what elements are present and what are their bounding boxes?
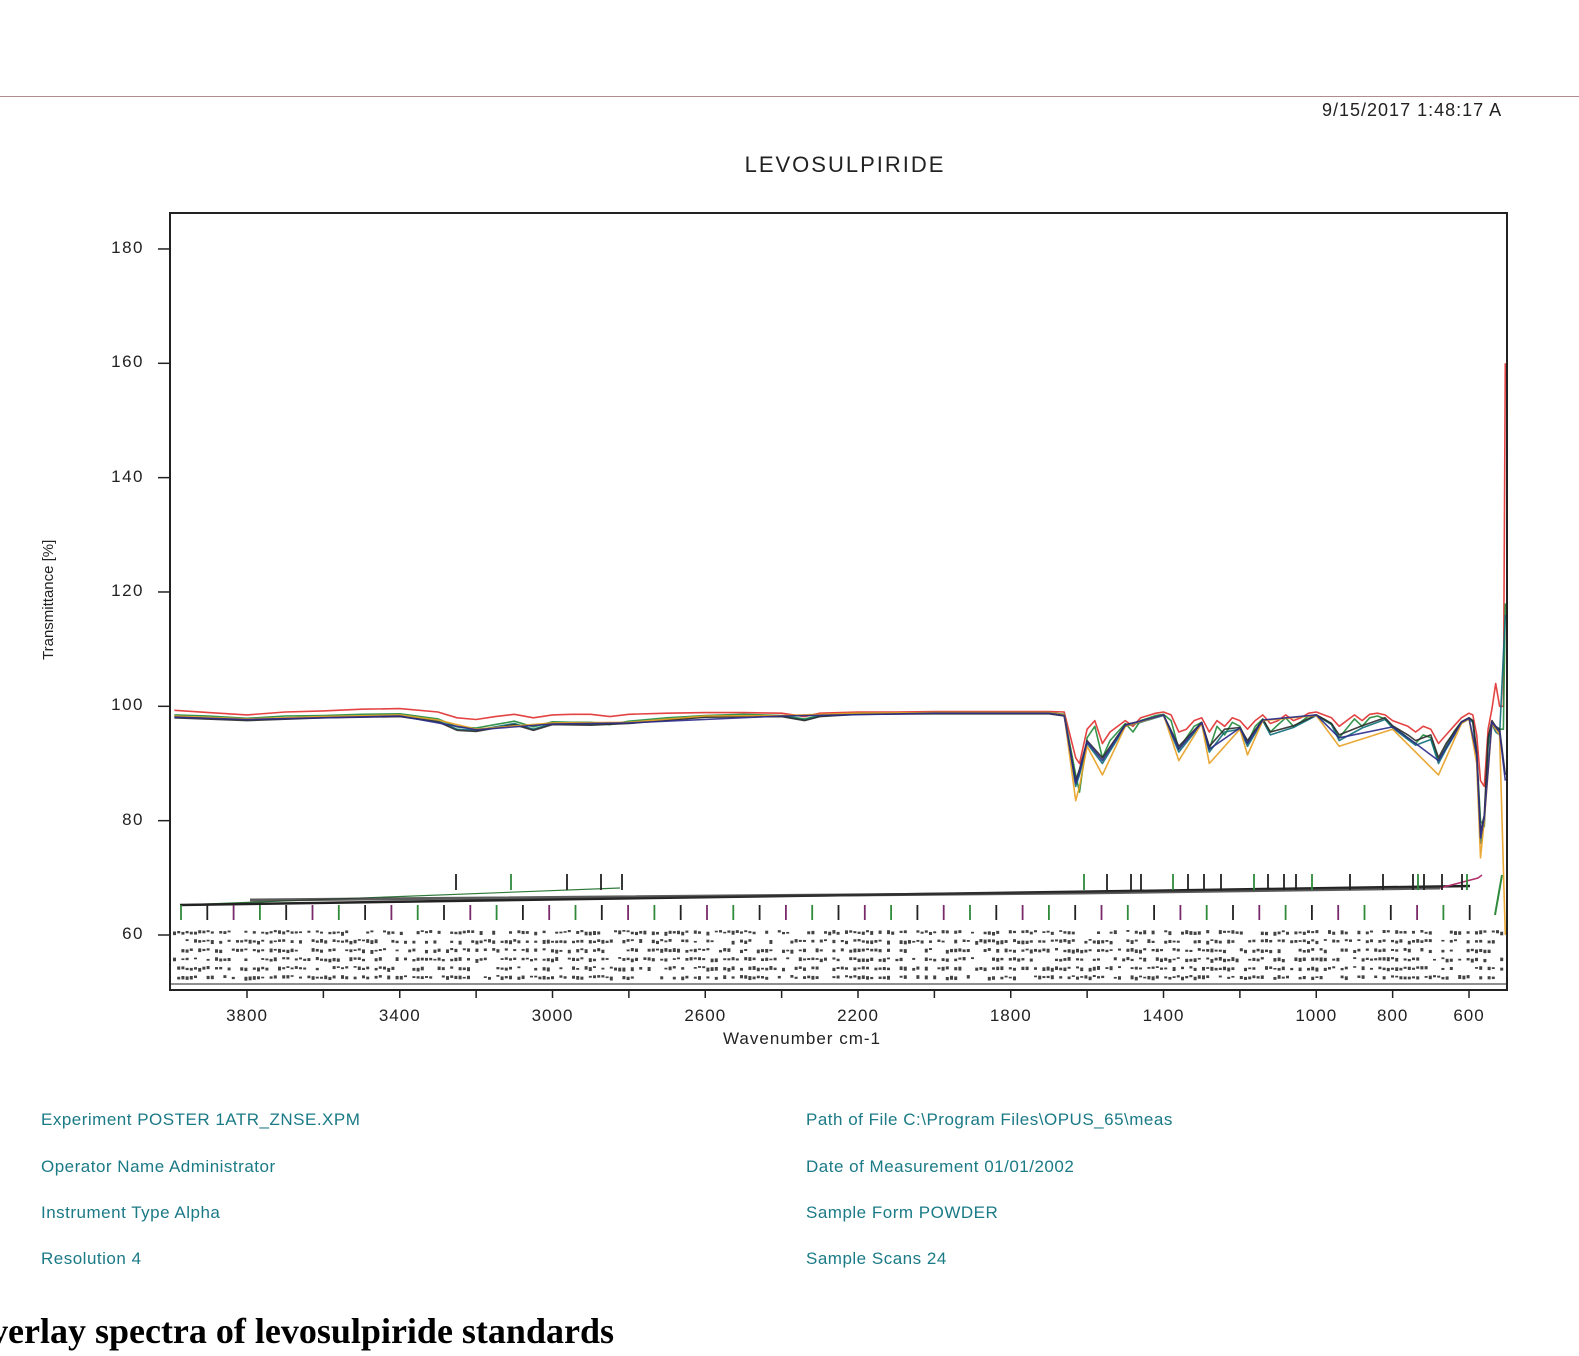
x-axis-ticks (247, 990, 1469, 998)
meta-label: Path of File (806, 1110, 898, 1129)
x-tick-label: 600 (1453, 1006, 1484, 1026)
meta-value: 01/01/2002 (984, 1157, 1074, 1176)
y-axis-ticks (158, 249, 170, 935)
y-tick-label: 160 (92, 352, 144, 372)
figure-caption: verlay spectra of levosulpiride standard… (0, 1310, 614, 1352)
meta-label: Experiment (41, 1110, 132, 1129)
meta-value: C:\Program Files\OPUS_65\meas (903, 1110, 1173, 1129)
plot-frame (170, 213, 1507, 990)
spectrum-series-standard-navy (174, 713, 1505, 838)
y-tick-label: 140 (92, 467, 144, 487)
x-tick-label: 1400 (1143, 1006, 1185, 1026)
spectrum-series-standard-dark (174, 714, 1505, 832)
meta-value: 24 (927, 1249, 947, 1268)
meta-label: Sample Scans (806, 1249, 922, 1268)
x-tick-label: 3400 (379, 1006, 421, 1026)
meta-label: Date of Measurement (806, 1157, 979, 1176)
meta-value: Administrator (169, 1157, 276, 1176)
meta-instrument: Instrument Type Alpha (41, 1203, 220, 1223)
meta-operator: Operator Name Administrator (41, 1157, 276, 1177)
x-tick-label: 2200 (837, 1006, 879, 1026)
x-tick-label: 1000 (1295, 1006, 1337, 1026)
x-tick-label: 3000 (532, 1006, 574, 1026)
meta-label: Operator Name (41, 1157, 165, 1176)
meta-experiment: Experiment POSTER 1ATR_ZNSE.XPM (41, 1110, 360, 1130)
y-tick-label: 180 (92, 238, 144, 258)
spectrum-series-layer (174, 363, 1505, 935)
meta-value: 4 (132, 1249, 142, 1268)
spectrum-series-standard-teal (174, 615, 1505, 844)
y-tick-label: 60 (92, 924, 144, 944)
y-axis-label: Transmittance [%] (40, 540, 57, 660)
meta-measurement-date: Date of Measurement 01/01/2002 (806, 1157, 1074, 1177)
meta-value: POWDER (919, 1203, 999, 1222)
spectrum-series-standard-red (174, 363, 1505, 786)
meta-sample-scans: Sample Scans 24 (806, 1249, 947, 1269)
meta-file-path: Path of File C:\Program Files\OPUS_65\me… (806, 1110, 1173, 1130)
peak-label-band (170, 874, 1507, 984)
x-tick-label: 3800 (226, 1006, 268, 1026)
x-tick-label: 2600 (684, 1006, 726, 1026)
y-tick-label: 80 (92, 810, 144, 830)
y-tick-label: 100 (92, 695, 144, 715)
y-tick-label: 120 (92, 581, 144, 601)
meta-label: Instrument Type (41, 1203, 170, 1222)
meta-resolution: Resolution 4 (41, 1249, 142, 1269)
meta-sample-form: Sample Form POWDER (806, 1203, 998, 1223)
spectrum-plot (0, 0, 1579, 1100)
meta-label: Resolution (41, 1249, 126, 1268)
x-tick-label: 800 (1377, 1006, 1408, 1026)
meta-label: Sample Form (806, 1203, 914, 1222)
meta-value: POSTER 1ATR_ZNSE.XPM (137, 1110, 360, 1129)
x-tick-label: 1800 (990, 1006, 1032, 1026)
x-axis-label: Wavenumber cm-1 (723, 1029, 881, 1049)
meta-value: Alpha (174, 1203, 220, 1222)
